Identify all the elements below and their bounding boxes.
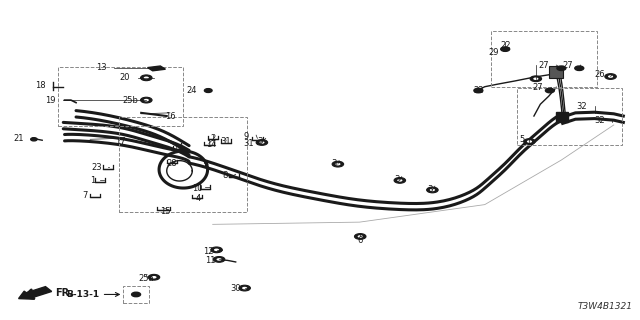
Text: 17: 17: [115, 137, 126, 146]
Text: 27: 27: [533, 83, 543, 92]
Text: B-13-1: B-13-1: [67, 290, 100, 299]
Circle shape: [335, 163, 340, 165]
Text: 29: 29: [488, 48, 499, 57]
Text: 10: 10: [192, 184, 202, 193]
Bar: [548, 66, 563, 78]
Circle shape: [533, 77, 538, 80]
Text: 3: 3: [394, 175, 399, 184]
Text: T3W4B1321: T3W4B1321: [578, 302, 633, 311]
Text: 27: 27: [538, 60, 548, 69]
Circle shape: [557, 66, 566, 70]
Text: 11: 11: [205, 257, 215, 266]
Circle shape: [141, 97, 152, 103]
Circle shape: [204, 89, 212, 92]
Text: 3: 3: [427, 185, 433, 194]
Text: 22: 22: [473, 86, 484, 95]
Circle shape: [608, 75, 613, 78]
Circle shape: [31, 138, 37, 141]
Circle shape: [397, 179, 403, 182]
Bar: [556, 112, 568, 123]
Circle shape: [605, 74, 616, 79]
Circle shape: [256, 140, 268, 145]
Text: 21: 21: [13, 134, 24, 143]
Text: 12: 12: [204, 247, 214, 256]
Circle shape: [355, 234, 366, 239]
Circle shape: [211, 247, 222, 253]
Circle shape: [239, 285, 250, 291]
Text: 26: 26: [594, 70, 605, 79]
Text: 14: 14: [173, 143, 184, 152]
Circle shape: [148, 274, 160, 280]
Circle shape: [259, 141, 264, 144]
Text: 2: 2: [210, 134, 215, 143]
Circle shape: [430, 189, 435, 191]
Circle shape: [500, 47, 509, 51]
Circle shape: [144, 99, 149, 101]
Text: 25b: 25b: [123, 96, 139, 105]
Circle shape: [427, 187, 438, 193]
Circle shape: [242, 287, 247, 289]
Text: 22: 22: [500, 41, 511, 50]
Text: 8: 8: [223, 172, 228, 180]
Text: 1: 1: [90, 176, 95, 185]
Circle shape: [332, 161, 344, 167]
Text: 16: 16: [164, 112, 175, 121]
Text: FR.: FR.: [55, 288, 73, 298]
Circle shape: [524, 139, 535, 144]
Text: 30: 30: [230, 284, 241, 292]
Text: 18: 18: [35, 81, 45, 90]
Text: 20: 20: [120, 73, 131, 82]
Text: 19: 19: [45, 96, 56, 105]
Text: 31: 31: [243, 139, 253, 148]
Text: 9: 9: [243, 132, 248, 141]
Circle shape: [141, 75, 152, 81]
Circle shape: [545, 88, 554, 93]
Text: 13: 13: [96, 63, 107, 72]
Circle shape: [358, 235, 363, 238]
Text: 5: 5: [519, 135, 524, 144]
Circle shape: [152, 276, 157, 278]
Circle shape: [394, 178, 406, 183]
Text: 31: 31: [220, 137, 231, 146]
Text: 25a: 25a: [138, 274, 154, 283]
Text: 3: 3: [332, 159, 337, 168]
Circle shape: [527, 140, 532, 143]
Text: 23: 23: [91, 163, 102, 172]
Circle shape: [144, 76, 149, 79]
Text: 14: 14: [206, 140, 217, 148]
Circle shape: [575, 66, 584, 70]
Text: 24: 24: [187, 86, 197, 95]
Text: 4: 4: [196, 194, 202, 204]
Text: 32: 32: [594, 116, 605, 125]
Polygon shape: [148, 66, 166, 71]
Text: 7: 7: [82, 191, 88, 200]
FancyArrow shape: [19, 287, 52, 299]
Circle shape: [132, 292, 141, 297]
Text: 32: 32: [576, 102, 587, 111]
Circle shape: [214, 249, 219, 251]
Text: 3: 3: [257, 137, 262, 146]
Circle shape: [474, 88, 483, 93]
Circle shape: [216, 258, 221, 261]
Text: 27: 27: [563, 60, 573, 69]
Text: 28: 28: [166, 159, 177, 168]
Circle shape: [530, 76, 541, 82]
Text: 15: 15: [160, 207, 171, 216]
Text: 6: 6: [358, 236, 363, 245]
Circle shape: [213, 257, 225, 262]
